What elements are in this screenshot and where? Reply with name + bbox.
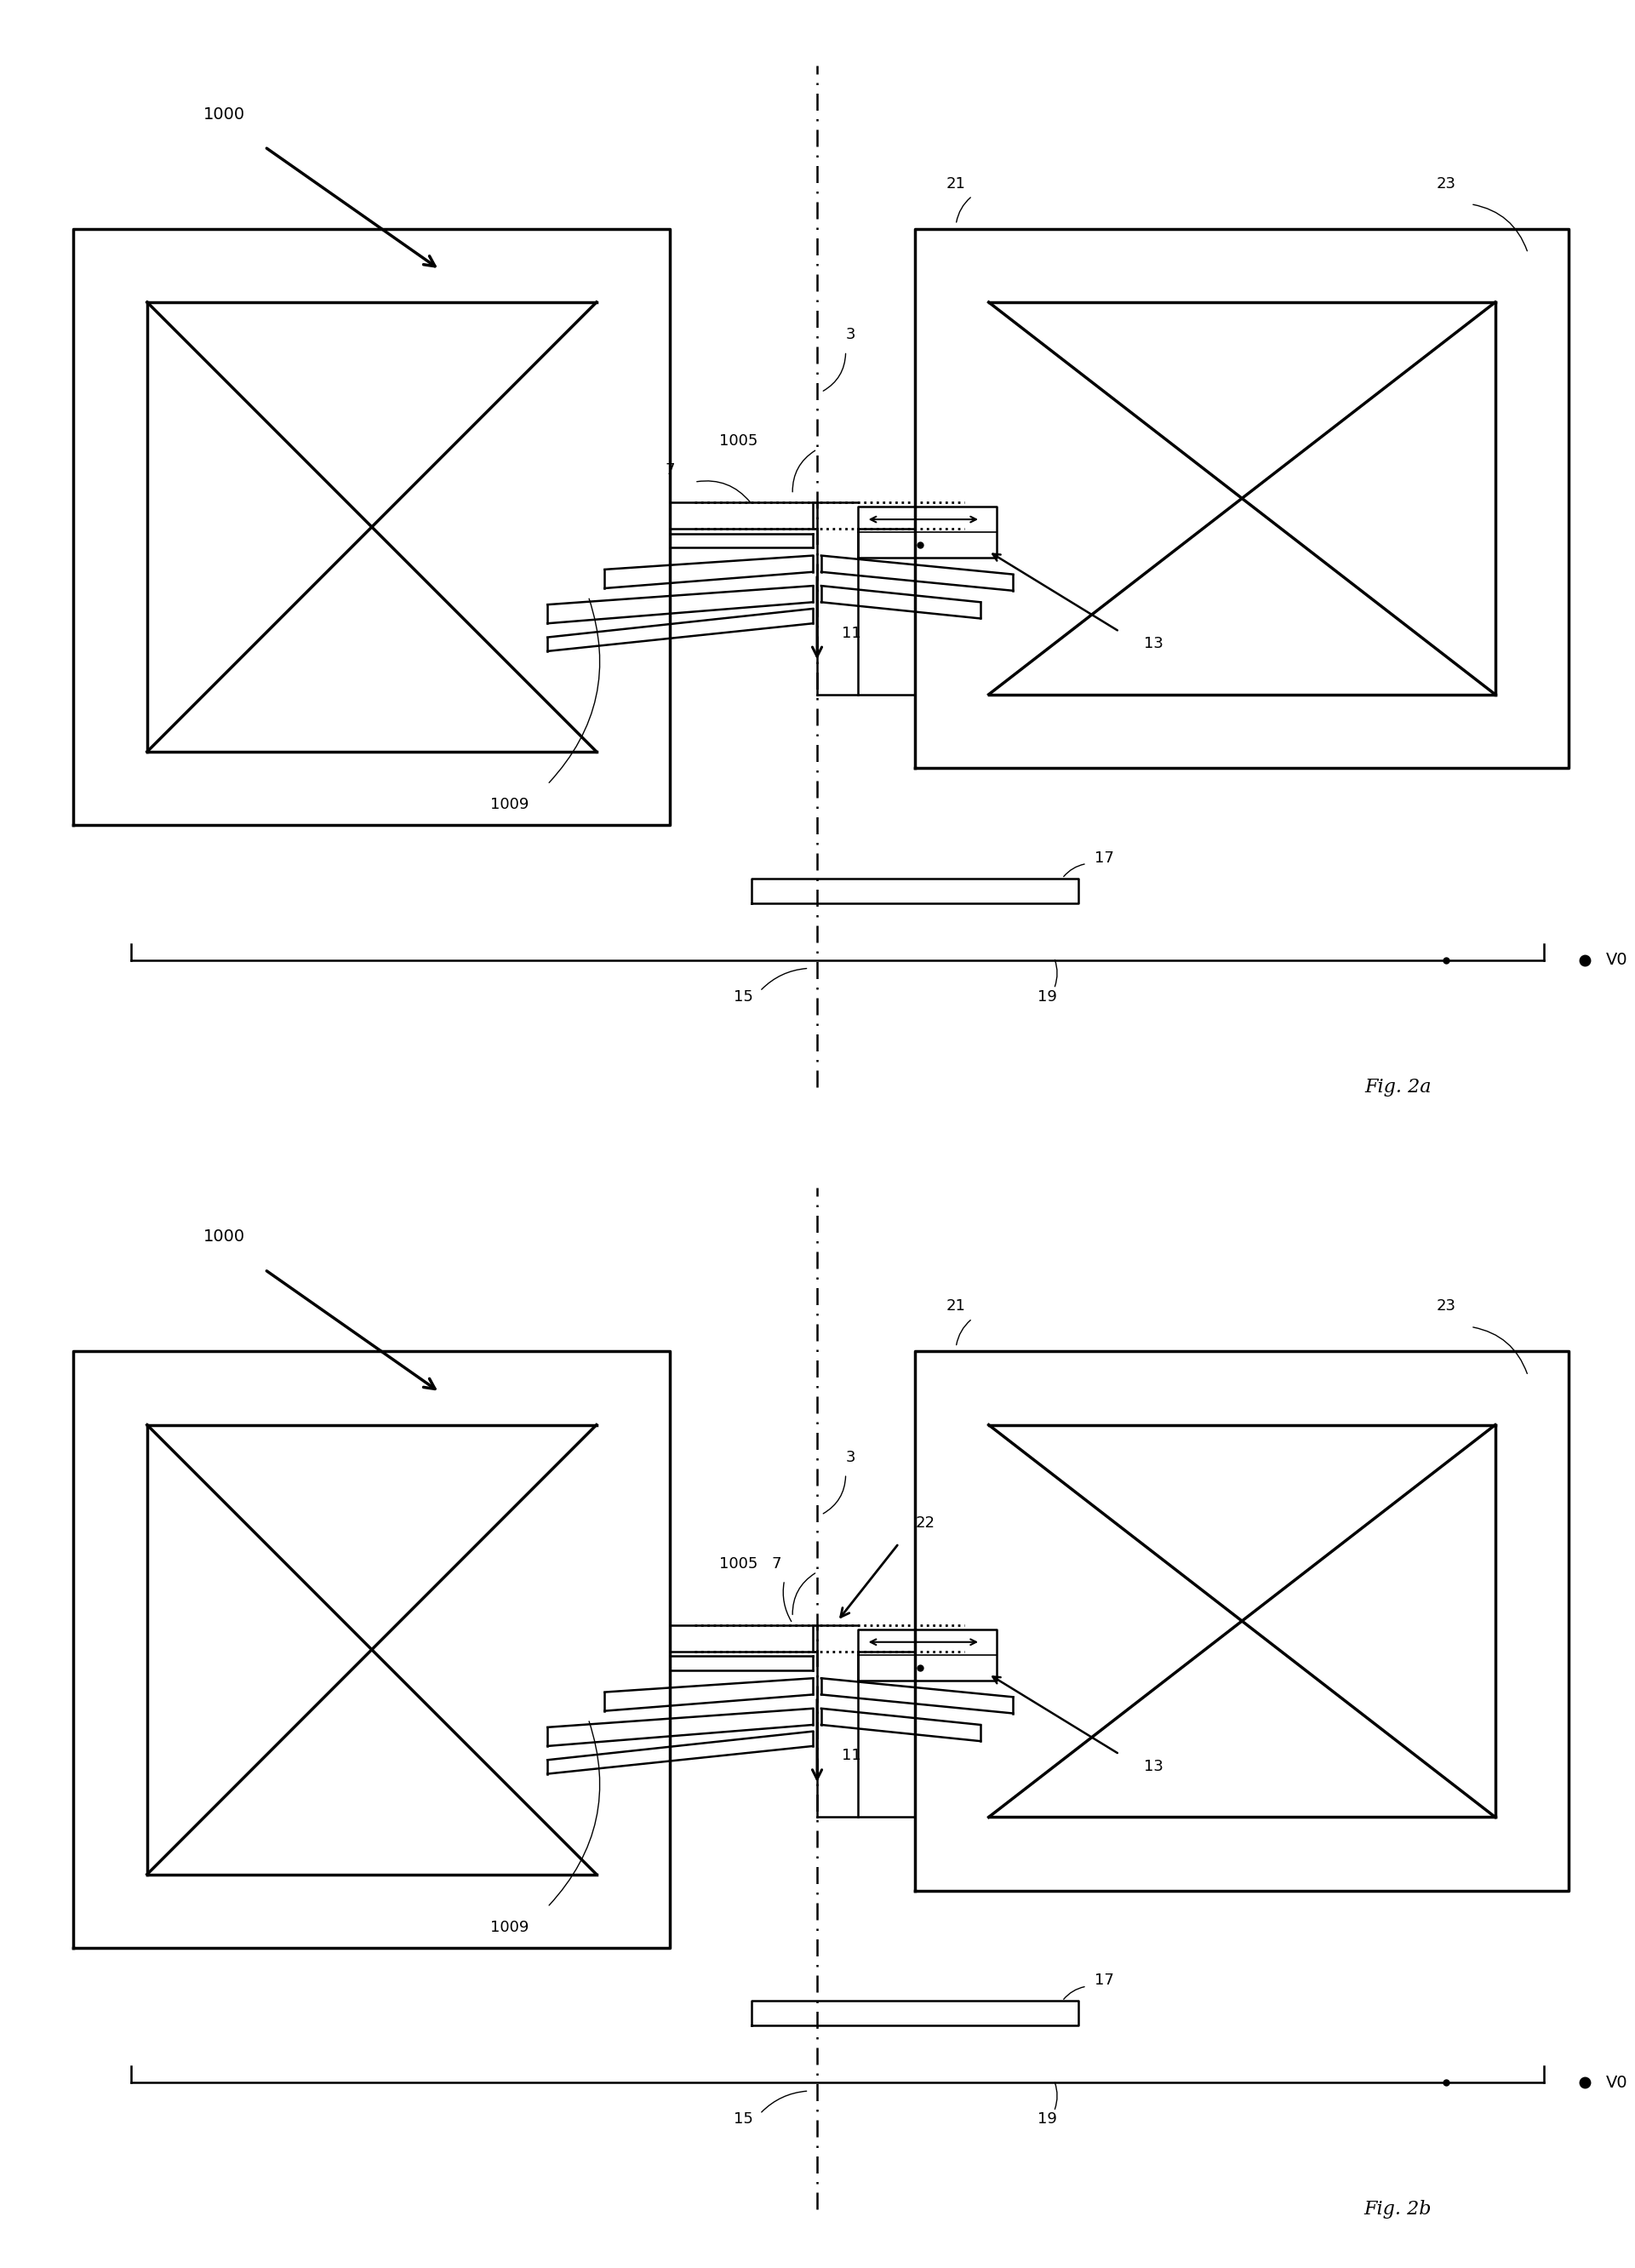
Text: 3: 3 xyxy=(845,327,855,342)
Text: V0: V0 xyxy=(1606,2075,1627,2091)
Text: 1009: 1009 xyxy=(490,1919,528,1935)
Text: 23: 23 xyxy=(1437,177,1457,191)
Text: 21: 21 xyxy=(947,177,966,191)
Text: 19: 19 xyxy=(1038,2112,1058,2127)
Text: 17: 17 xyxy=(1095,850,1115,866)
Text: 23: 23 xyxy=(1437,1300,1457,1313)
Text: 7: 7 xyxy=(665,463,675,476)
Text: Fig. 2a: Fig. 2a xyxy=(1365,1077,1431,1095)
Text: 3: 3 xyxy=(845,1449,855,1465)
Text: 1009: 1009 xyxy=(490,796,528,812)
Text: Fig. 2b: Fig. 2b xyxy=(1364,2200,1432,2218)
Text: 13: 13 xyxy=(1144,1758,1164,1774)
Text: 21: 21 xyxy=(947,1300,966,1313)
Text: 19: 19 xyxy=(1038,989,1058,1005)
Text: 15: 15 xyxy=(734,989,754,1005)
Text: 1005: 1005 xyxy=(719,1556,757,1572)
Text: V0: V0 xyxy=(1606,953,1627,968)
Text: 11: 11 xyxy=(842,626,862,640)
Text: 1000: 1000 xyxy=(203,107,245,122)
Text: 1005: 1005 xyxy=(719,433,757,449)
Text: 15: 15 xyxy=(734,2112,754,2127)
Text: 17: 17 xyxy=(1095,1973,1115,1989)
Text: 13: 13 xyxy=(1144,635,1164,651)
Text: 22: 22 xyxy=(916,1515,935,1531)
Text: 1000: 1000 xyxy=(203,1229,245,1245)
Text: 7: 7 xyxy=(772,1556,782,1572)
Text: 11: 11 xyxy=(842,1749,862,1762)
